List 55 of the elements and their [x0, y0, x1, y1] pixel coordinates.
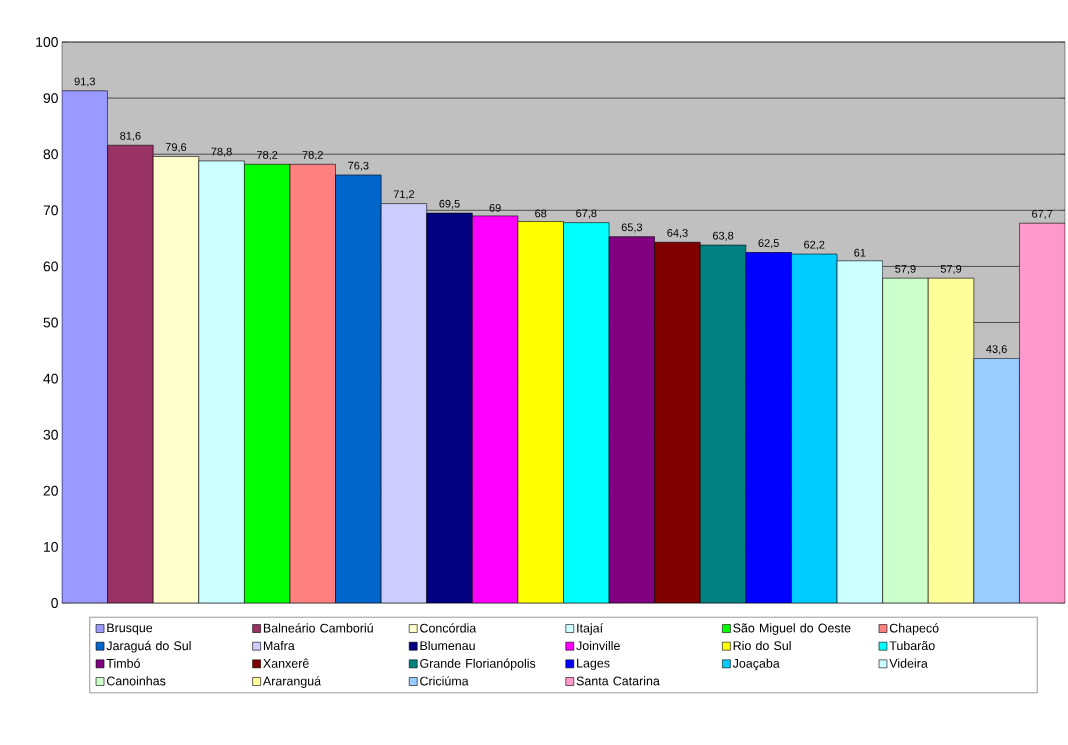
y-tick-label: 30 — [43, 429, 58, 440]
data-label: 79,6 — [165, 143, 187, 153]
legend-label: Rio do Sul — [733, 640, 791, 651]
y-tick-label: 40 — [43, 373, 58, 384]
y-tick-label: 100 — [36, 37, 58, 47]
y-tick-label: 90 — [43, 93, 58, 104]
y-tick-label: 50 — [43, 317, 58, 328]
data-label: 81,6 — [120, 131, 141, 142]
data-label: 64,3 — [667, 229, 688, 239]
data-label: 76,3 — [348, 161, 369, 171]
data-label: 91,3 — [74, 77, 95, 87]
legend-label: Tubarão — [889, 640, 935, 651]
legend-label: Concórdia — [420, 623, 477, 633]
legend-label: Lages — [577, 658, 610, 670]
data-label: 57,9 — [895, 264, 916, 274]
legend-label: Blumenau — [420, 640, 475, 651]
y-tick-label: 60 — [43, 261, 58, 272]
legend-label: Balneário Camboriú — [263, 623, 373, 633]
data-label: 69,5 — [439, 199, 460, 209]
legend-label: São Miguel do Oeste — [733, 623, 851, 635]
legend-label: Itajaí — [577, 623, 604, 635]
y-tick-label: 10 — [44, 541, 58, 552]
data-label: 63,8 — [712, 231, 734, 241]
data-label: 67,8 — [576, 209, 597, 219]
legend-label: Timbó — [106, 658, 140, 668]
legend-label: Mafra — [263, 640, 295, 651]
data-label: 62,5 — [758, 239, 779, 249]
data-label: 71,2 — [393, 190, 415, 200]
data-label: 68 — [535, 209, 547, 218]
legend-label: Chapecó — [889, 623, 939, 635]
legend-label: Grande Florianópolis — [420, 658, 536, 671]
legend-label: Xanxerê — [263, 658, 309, 668]
data-label: 78,8 — [211, 147, 232, 157]
data-label: 78,2 — [257, 151, 278, 161]
legend-label: Videira — [889, 658, 928, 668]
data-label: 78,2 — [302, 151, 323, 161]
data-label: 62,2 — [804, 240, 825, 250]
data-label: 65,3 — [621, 223, 643, 233]
data-label: 67,7 — [1032, 209, 1053, 219]
data-label: 69 — [489, 203, 501, 212]
legend-label: Brusque — [107, 623, 153, 635]
data-label: 61 — [854, 248, 866, 257]
legend-label: Joinville — [576, 640, 620, 651]
legend-label: Santa Catarina — [576, 676, 660, 686]
legend-label: Canoinhas — [106, 676, 166, 686]
y-tick-label: 20 — [43, 485, 58, 496]
data-label: 57,9 — [940, 264, 962, 274]
y-tick-label: 0 — [51, 598, 58, 608]
y-tick-label: 70 — [43, 205, 58, 216]
legend-label: Araranguá — [262, 676, 322, 688]
data-label: 43,6 — [986, 345, 1007, 355]
legend-label: Jaraguá do Sul — [106, 640, 191, 653]
y-tick-label: 80 — [43, 149, 58, 160]
legend-label: Criciúma — [420, 676, 469, 686]
legend-label: Joaçaba — [732, 658, 780, 671]
